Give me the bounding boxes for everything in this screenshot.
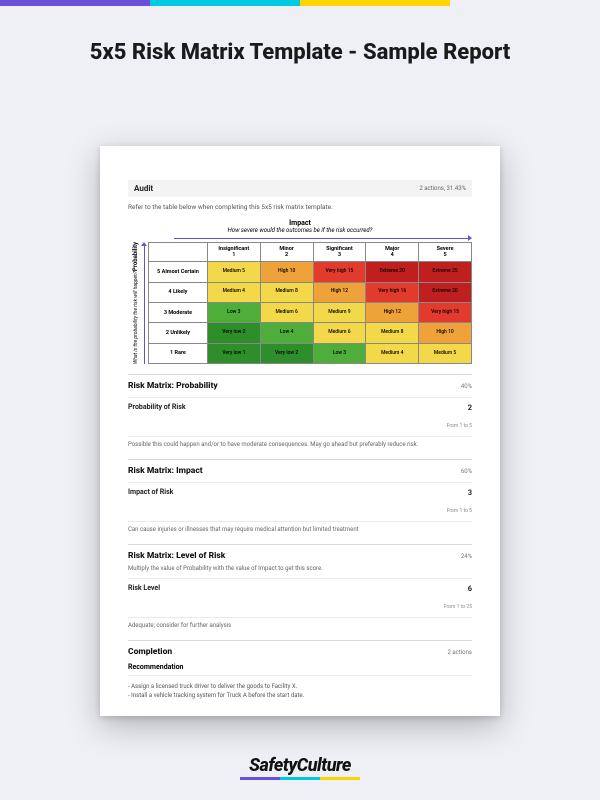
field-label: Risk Level — [128, 584, 160, 592]
matrix-cell: Medium 8 — [366, 323, 419, 343]
section-heading: Risk Matrix: Impact — [128, 466, 203, 476]
section-meta: 24% — [461, 553, 472, 560]
matrix-col-header: Major4 — [366, 243, 419, 262]
probability-arrow — [142, 242, 146, 364]
field-label: Probability of Risk — [128, 403, 186, 411]
matrix-cell: Low 3 — [207, 302, 260, 322]
matrix-col-header: Minor2 — [260, 243, 313, 262]
section-completion: Completion 2 actions Recommendation - As… — [128, 640, 472, 700]
matrix-col-header: Significant3 — [313, 243, 366, 262]
section-meta: 40% — [461, 383, 472, 390]
field-desc: Possible this could happen and/or to hav… — [128, 441, 472, 449]
matrix-row-header: 2 Unlikely — [149, 323, 208, 343]
field-desc: Can cause injuries or illnesses that may… — [128, 526, 472, 534]
probability-axis-title: Probability — [132, 242, 139, 271]
matrix-cell: Extreme 20 — [366, 262, 419, 282]
matrix-row-header: 3 Moderate — [149, 302, 208, 322]
matrix-cell: Medium 6 — [313, 323, 366, 343]
matrix-cell: Medium 5 — [419, 343, 472, 363]
matrix-cell: High 10 — [419, 323, 472, 343]
matrix-cell: High 12 — [366, 302, 419, 322]
brand-footer: SafetyCulture — [0, 755, 600, 780]
matrix-cell: Medium 6 — [260, 302, 313, 322]
matrix-cell: Very low 2 — [260, 343, 313, 363]
matrix-cell: Medium 5 — [207, 262, 260, 282]
audit-label: Audit — [134, 184, 153, 193]
matrix-row-header: 1 Rare — [149, 343, 208, 363]
matrix-cell: Medium 8 — [260, 282, 313, 302]
section-heading: Risk Matrix: Probability — [128, 381, 218, 391]
field-label: Impact of Risk — [128, 488, 173, 496]
impact-arrow — [174, 236, 472, 240]
matrix-table: Insignificant1Minor2Significant3Major4Se… — [148, 242, 472, 364]
risk-matrix: Impact How severe would the outcomes be … — [128, 219, 472, 364]
matrix-cell: Medium 9 — [313, 302, 366, 322]
matrix-cell: Extreme 25 — [419, 262, 472, 282]
matrix-col-header: Insignificant1 — [207, 243, 260, 262]
brand-logo: SafetyCulture — [249, 755, 351, 776]
audit-header: Audit 2 actions, 31.43% — [128, 180, 472, 197]
instruction-text: Refer to the table below when completing… — [128, 203, 472, 211]
top-accent-bar — [0, 0, 600, 6]
section-heading: Completion — [128, 647, 172, 657]
impact-axis-subtitle: How severe would the outcomes be if the … — [128, 227, 472, 234]
matrix-col-header: Severe5 — [419, 243, 472, 262]
field-value: 6 — [444, 584, 472, 593]
field-desc: Adequate; consider for further analysis — [128, 622, 472, 630]
field-probability: Probability of Risk 2 From 1 to 5 — [128, 397, 472, 437]
matrix-cell: Low 4 — [260, 323, 313, 343]
matrix-cell: Low 3 — [313, 343, 366, 363]
section-impact: Risk Matrix: Impact 60% Impact of Risk 3… — [128, 459, 472, 534]
field-impact: Impact of Risk 3 From 1 to 5 — [128, 482, 472, 522]
matrix-cell: Very low 1 — [207, 343, 260, 363]
field-range: From 1 to 5 — [447, 508, 472, 514]
impact-axis-title: Impact — [128, 219, 472, 227]
section-heading: Risk Matrix: Level of Risk — [128, 551, 225, 561]
matrix-cell: Very high 16 — [366, 282, 419, 302]
matrix-cell: High 10 — [260, 262, 313, 282]
field-value: 2 — [447, 403, 472, 412]
matrix-cell: Medium 4 — [207, 282, 260, 302]
section-meta: 60% — [461, 468, 472, 475]
section-probability: Risk Matrix: Probability 40% Probability… — [128, 374, 472, 449]
matrix-cell: Medium 4 — [366, 343, 419, 363]
section-meta: 2 actions — [447, 649, 472, 656]
matrix-row-header: 4 Likely — [149, 282, 208, 302]
matrix-cell: Extreme 20 — [419, 282, 472, 302]
matrix-cell: Very high 15 — [419, 302, 472, 322]
section-level: Risk Matrix: Level of Risk 24% Multiply … — [128, 544, 472, 630]
audit-meta: 2 actions, 31.43% — [419, 185, 466, 192]
matrix-row-header: 5 Almost Certain — [149, 262, 208, 282]
field-range: From 1 to 5 — [447, 423, 472, 429]
probability-axis-subtitle: What is the probability the risk will ha… — [133, 271, 139, 364]
matrix-cell: Very high 15 — [313, 262, 366, 282]
field-value: 3 — [447, 488, 472, 497]
page-title: 5x5 Risk Matrix Template - Sample Report — [0, 0, 600, 86]
matrix-cell: High 12 — [313, 282, 366, 302]
section-note: Multiply the value of Probability with t… — [128, 565, 472, 572]
document-preview: Audit 2 actions, 31.43% Refer to the tab… — [100, 146, 500, 716]
brand-underline — [240, 777, 360, 780]
field-level: Risk Level 6 From 1 to 25 — [128, 578, 472, 618]
recommendation-label: Recommendation — [128, 663, 472, 676]
field-range: From 1 to 25 — [444, 604, 472, 610]
probability-axis: Probability What is the probability the … — [128, 242, 142, 364]
matrix-cell: Very low 2 — [207, 323, 260, 343]
recommendation-body: - Assign a licensed truck driver to deli… — [128, 682, 472, 700]
